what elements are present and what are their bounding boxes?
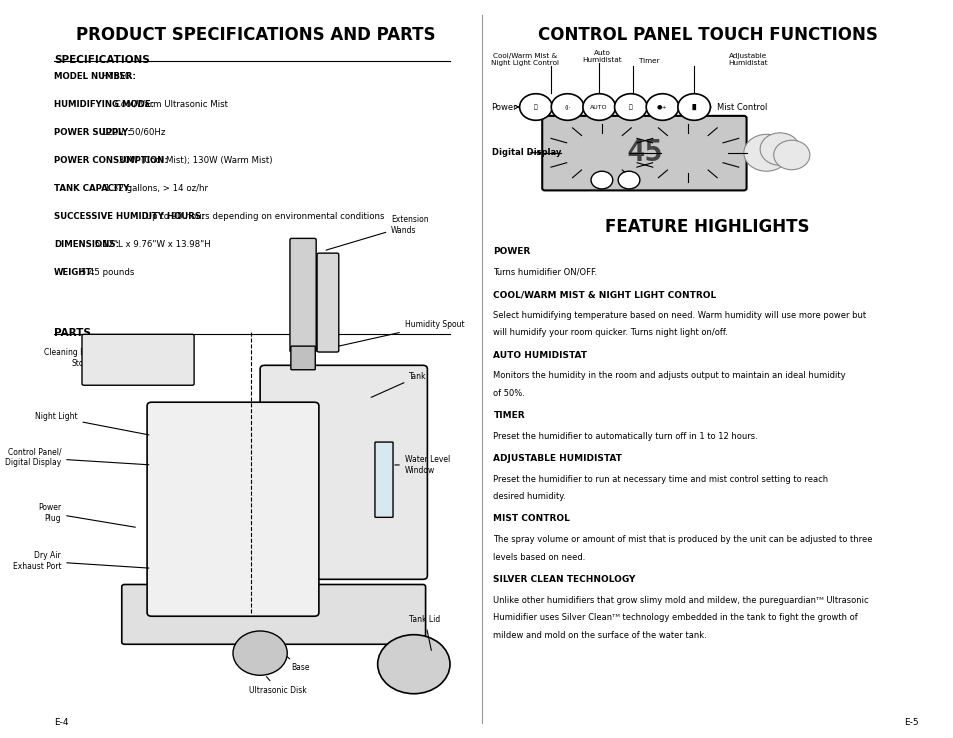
Text: Power
Plug: Power Plug [38, 503, 135, 527]
Text: Preset the humidifier to automatically turn off in 1 to 12 hours.: Preset the humidifier to automatically t… [493, 432, 758, 441]
FancyBboxPatch shape [147, 402, 318, 616]
Text: Tank Lid: Tank Lid [409, 615, 440, 650]
Circle shape [743, 134, 788, 171]
Text: POWER SUPPLY:: POWER SUPPLY: [54, 128, 131, 137]
Text: Monitors the humidity in the room and adjusts output to maintain an ideal humidi: Monitors the humidity in the room and ad… [493, 371, 845, 380]
Text: Humidity Spout: Humidity Spout [321, 320, 464, 350]
Text: Dry Air
Exhaust Port: Dry Air Exhaust Port [12, 551, 149, 570]
Text: POWER CONSUMPTION:: POWER CONSUMPTION: [54, 156, 168, 165]
Circle shape [618, 171, 639, 189]
FancyBboxPatch shape [290, 238, 315, 352]
Text: 5.45 pounds: 5.45 pounds [78, 268, 134, 277]
FancyBboxPatch shape [82, 334, 193, 385]
Text: Tank: Tank [371, 372, 426, 397]
Text: TANK CAPACITY:: TANK CAPACITY: [54, 184, 132, 193]
Text: CONTROL PANEL TOUCH FUNCTIONS: CONTROL PANEL TOUCH FUNCTIONS [537, 26, 877, 44]
Text: Preset the humidifier to run at necessary time and mist control setting to reach: Preset the humidifier to run at necessar… [493, 475, 827, 483]
Text: desired humidity.: desired humidity. [493, 492, 565, 501]
Text: 45: 45 [625, 138, 662, 168]
Text: PARTS: PARTS [54, 328, 91, 339]
Circle shape [760, 133, 799, 165]
Text: WEIGHT:: WEIGHT: [54, 268, 95, 277]
Text: HUMIDIFYING MODE:: HUMIDIFYING MODE: [54, 100, 154, 108]
Text: ADJUSTABLE HUMIDISTAT: ADJUSTABLE HUMIDISTAT [493, 454, 621, 463]
Circle shape [614, 94, 646, 120]
Text: ⏱: ⏱ [628, 104, 632, 110]
Circle shape [551, 94, 583, 120]
Text: levels based on need.: levels based on need. [493, 553, 585, 562]
Text: Control Panel/
Digital Display: Control Panel/ Digital Display [5, 448, 149, 467]
Circle shape [678, 94, 710, 120]
Text: Mist Control: Mist Control [710, 103, 766, 111]
Circle shape [645, 94, 678, 120]
Text: mildew and mold on the surface of the water tank.: mildew and mold on the surface of the wa… [493, 631, 706, 640]
Text: 1.32 gallons, > 14 oz/hr: 1.32 gallons, > 14 oz/hr [102, 184, 208, 193]
Text: will humidify your room quicker. Turns night light on/off.: will humidify your room quicker. Turns n… [493, 328, 727, 337]
Text: MODEL NUMBER:: MODEL NUMBER: [54, 72, 135, 80]
Text: 5.12"L x 9.76"W x 13.98"H: 5.12"L x 9.76"W x 13.98"H [91, 240, 211, 249]
Text: E-5: E-5 [902, 718, 918, 727]
FancyBboxPatch shape [291, 346, 314, 370]
Text: AUTO HUMIDISTAT: AUTO HUMIDISTAT [493, 351, 587, 359]
Text: ●+: ●+ [657, 105, 667, 109]
Text: 120V, 50/60Hz: 120V, 50/60Hz [98, 128, 165, 137]
Circle shape [582, 94, 615, 120]
FancyBboxPatch shape [541, 116, 746, 190]
Text: Adjustable
Humidistat: Adjustable Humidistat [728, 53, 767, 66]
Text: Up to 90 hours depending on environmental conditions: Up to 90 hours depending on environmenta… [143, 212, 384, 221]
Circle shape [591, 171, 612, 189]
Text: PRODUCT SPECIFICATIONS AND PARTS: PRODUCT SPECIFICATIONS AND PARTS [76, 26, 435, 44]
FancyBboxPatch shape [260, 365, 427, 579]
Text: Select humidifying temperature based on need. Warm humidity will use more power : Select humidifying temperature based on … [493, 311, 865, 320]
Text: SILVER CLEAN TECHNOLOGY: SILVER CLEAN TECHNOLOGY [493, 575, 635, 584]
Text: Cool/Warm Ultrasonic Mist: Cool/Warm Ultrasonic Mist [112, 100, 228, 108]
Text: SPECIFICATIONS: SPECIFICATIONS [54, 55, 150, 66]
Text: DIMENSIONS:: DIMENSIONS: [54, 240, 119, 249]
FancyBboxPatch shape [375, 442, 393, 517]
Text: of 50%.: of 50%. [493, 389, 525, 398]
Text: POWER: POWER [493, 247, 530, 256]
Text: ((·: ((· [563, 105, 570, 109]
Text: Auto
Humidistat: Auto Humidistat [581, 49, 621, 63]
Text: Timer: Timer [638, 58, 659, 64]
Text: Base: Base [280, 651, 310, 672]
Text: FEATURE HIGHLIGHTS: FEATURE HIGHLIGHTS [605, 218, 809, 235]
Text: Cool/Warm Mist &
Night Light Control: Cool/Warm Mist & Night Light Control [491, 53, 558, 66]
Text: Power: Power [490, 103, 518, 111]
Text: Ultrasonic Disk: Ultrasonic Disk [249, 677, 307, 694]
Text: Digital Display: Digital Display [492, 148, 561, 157]
Circle shape [233, 631, 287, 675]
Text: COOL/WARM MIST & NIGHT LIGHT CONTROL: COOL/WARM MIST & NIGHT LIGHT CONTROL [493, 290, 716, 299]
Text: TIMER: TIMER [493, 411, 524, 420]
Text: Unlike other humidifiers that grow slimy mold and mildew, the pureguardianᵀᴹ Ult: Unlike other humidifiers that grow slimy… [493, 596, 868, 604]
Text: AUTO: AUTO [590, 105, 607, 109]
Circle shape [773, 140, 809, 170]
Text: SUCCESSIVE HUMIDITY HOURS:: SUCCESSIVE HUMIDITY HOURS: [54, 212, 204, 221]
Text: ▐▌: ▐▌ [689, 104, 699, 110]
Text: Extension
Wands: Extension Wands [326, 215, 429, 250]
Circle shape [377, 635, 450, 694]
Text: H7550: H7550 [98, 72, 130, 80]
Text: Night Light: Night Light [35, 413, 149, 435]
Text: ⏻: ⏻ [534, 104, 537, 110]
Text: The spray volume or amount of mist that is produced by the unit can be adjusted : The spray volume or amount of mist that … [493, 535, 872, 544]
Text: 30W (Cool Mist); 130W (Warm Mist): 30W (Cool Mist); 130W (Warm Mist) [115, 156, 272, 165]
Text: Turns humidifier ON/OFF.: Turns humidifier ON/OFF. [493, 268, 597, 277]
Text: Cleaning Brush
Storage: Cleaning Brush Storage [44, 348, 135, 368]
FancyBboxPatch shape [316, 253, 338, 352]
Text: E-4: E-4 [54, 718, 69, 727]
Text: MIST CONTROL: MIST CONTROL [493, 514, 570, 523]
FancyBboxPatch shape [122, 584, 425, 644]
Circle shape [519, 94, 552, 120]
Text: Water Level
Window: Water Level Window [395, 455, 450, 475]
Text: Humidifier uses Silver Cleanᵀᴹ technology embedded in the tank to fight the grow: Humidifier uses Silver Cleanᵀᴹ technolog… [493, 613, 858, 622]
